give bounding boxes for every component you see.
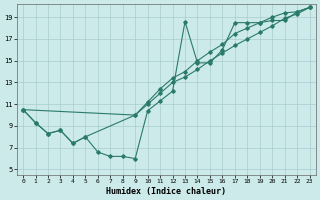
X-axis label: Humidex (Indice chaleur): Humidex (Indice chaleur) (106, 187, 226, 196)
